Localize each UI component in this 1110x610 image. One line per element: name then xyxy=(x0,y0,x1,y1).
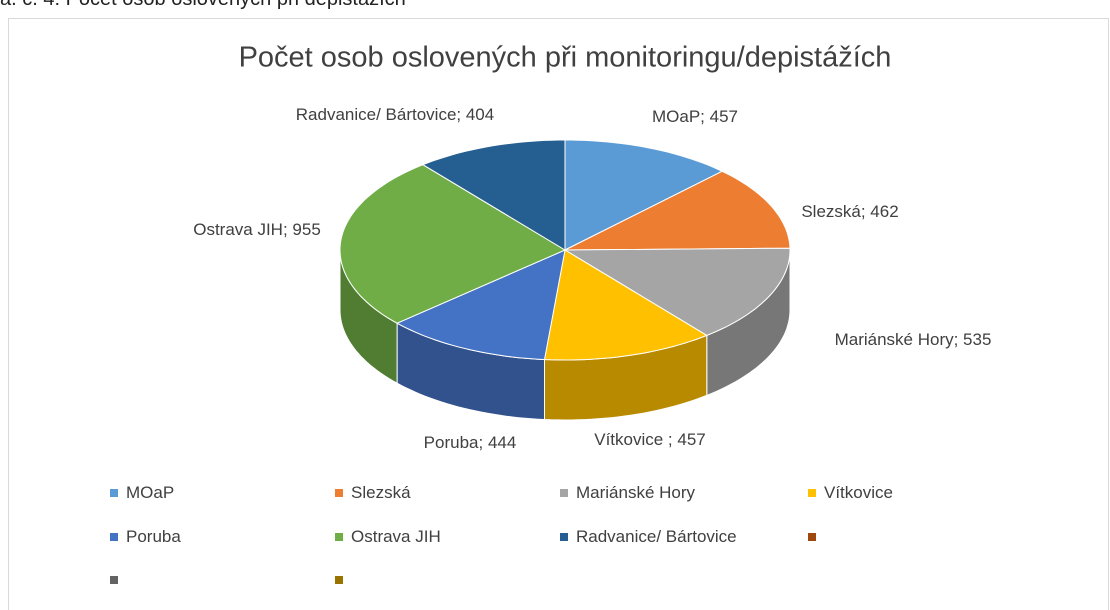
legend-swatch xyxy=(335,489,343,497)
legend-swatch xyxy=(110,489,118,497)
legend-label: Poruba xyxy=(126,527,181,546)
legend-swatch xyxy=(110,576,118,584)
legend-swatch xyxy=(808,533,816,541)
pie-slice xyxy=(564,139,724,251)
pie-slice xyxy=(563,247,791,336)
legend-swatch xyxy=(335,533,343,541)
legend-label: MOaP xyxy=(126,483,175,502)
chart-title: Počet osob oslovených při monitoringu/de… xyxy=(238,41,892,74)
data-label: Slezská; 462 xyxy=(801,202,899,221)
data-label: Poruba; 444 xyxy=(423,433,517,452)
pie-slice xyxy=(564,170,791,251)
legend-label: Mariánské Hory xyxy=(576,483,696,502)
caption: a. č. 4: Počet osob oslovených při depis… xyxy=(0,0,406,11)
legend-swatch xyxy=(335,576,343,584)
legend-swatch xyxy=(110,533,118,541)
legend-label: Slezská xyxy=(351,483,411,502)
data-label: Mariánské Hory; 535 xyxy=(834,330,992,349)
legend-label: Ostrava JIH xyxy=(351,527,441,546)
pie-slice xyxy=(543,249,708,361)
data-label: Vítkovice ; 457 xyxy=(594,430,706,449)
pie-slice xyxy=(339,164,567,324)
legend-label: Radvanice/ Bártovice xyxy=(576,527,737,546)
data-label: MOaP; 457 xyxy=(652,107,738,126)
legend-label: Vítkovice xyxy=(824,483,893,502)
legend-swatch xyxy=(560,489,568,497)
data-label: Ostrava JIH; 955 xyxy=(193,220,321,239)
legend-swatch xyxy=(808,489,816,497)
data-label: Radvanice/ Bártovice; 404 xyxy=(295,105,495,124)
pie-slice xyxy=(395,249,566,361)
pie-slice xyxy=(421,139,566,251)
legend-swatch xyxy=(560,533,568,541)
